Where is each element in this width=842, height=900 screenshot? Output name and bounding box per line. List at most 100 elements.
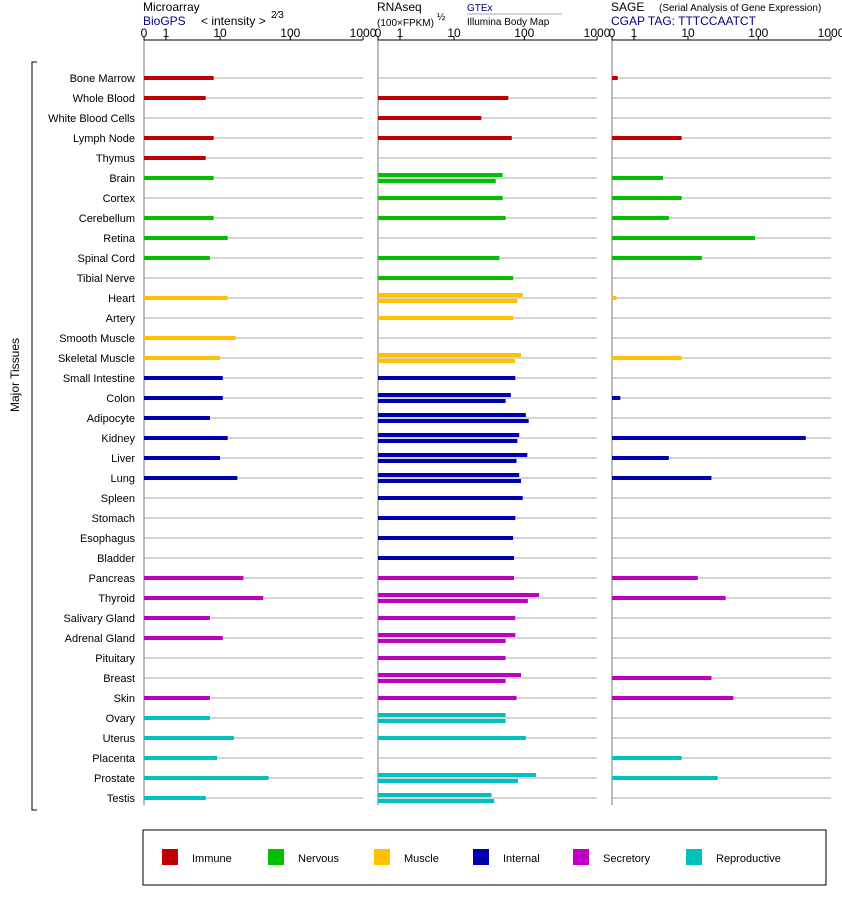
sage-tick-label: 0 [609, 26, 616, 40]
tissue-label: Pancreas [89, 573, 136, 585]
tissue-label: Breast [103, 673, 135, 685]
rnaseq-bar [378, 536, 514, 540]
microarray-bar [144, 636, 223, 640]
rnaseq-source-illumina: Illumina Body Map [467, 17, 550, 28]
rnaseq-bar [378, 639, 506, 643]
tissue-label: Colon [106, 393, 135, 405]
rnaseq-bar [378, 799, 495, 803]
rnaseq-tick-label: 1000 [584, 26, 611, 40]
rnaseq-bar [378, 136, 512, 140]
microarray-bar [144, 436, 228, 440]
tissue-label: Skeletal Muscle [58, 353, 135, 365]
microarray-bar [144, 176, 214, 180]
rnaseq-bar [378, 439, 518, 443]
tissue-label: Stomach [92, 513, 135, 525]
rnaseq-bar [378, 673, 522, 677]
tissue-label: Salivary Gland [63, 613, 135, 625]
tissue-label: Esophagus [80, 533, 136, 545]
tissue-label: Cortex [103, 193, 136, 205]
sage-tick-label: 100 [748, 26, 768, 40]
rnaseq-bar [378, 593, 540, 597]
microarray-scale-exponent: 2⁄3 [271, 10, 284, 21]
tissue-label: Ovary [106, 713, 136, 725]
rnaseq-bar [378, 216, 506, 220]
sage-bar [612, 756, 682, 760]
rnaseq-bar [378, 616, 516, 620]
tissue-label: Lung [111, 473, 135, 485]
tissue-label: Whole Blood [73, 93, 135, 105]
microarray-bar [144, 96, 206, 100]
rnaseq-bar [378, 276, 514, 280]
microarray-bar [144, 396, 223, 400]
rnaseq-bar [378, 196, 503, 200]
legend-label: Immune [192, 853, 232, 865]
rnaseq-title: RNAseq [377, 0, 422, 14]
rnaseq-bar [378, 433, 520, 437]
rnaseq-bar [378, 556, 515, 560]
sage-bar [612, 456, 669, 460]
tissue-label: Adipocyte [87, 413, 135, 425]
rnaseq-bar [378, 359, 516, 363]
legend-label: Nervous [298, 853, 339, 865]
sage-tag-label: CGAP TAG: TTTCCAATCT [611, 14, 757, 28]
microarray-bar [144, 256, 210, 260]
microarray-bar [144, 416, 210, 420]
sage-tick-label: 1000 [818, 26, 842, 40]
sage-bar [612, 296, 617, 300]
tissue-label: Adrenal Gland [65, 633, 135, 645]
tissue-label: Testis [107, 793, 136, 805]
sage-bar [612, 356, 682, 360]
rnaseq-bar [378, 453, 528, 457]
tissue-label: Lymph Node [73, 133, 135, 145]
microarray-tick-label: 10 [213, 26, 227, 40]
tissue-label: Spleen [101, 493, 135, 505]
rnaseq-bar [378, 399, 506, 403]
rnaseq-bar [378, 256, 500, 260]
rnaseq-bar [378, 779, 519, 783]
microarray-bar [144, 716, 210, 720]
microarray-subtitle: BioGPS [143, 14, 186, 28]
microarray-tick-label: 100 [280, 26, 300, 40]
tissue-label: Tibial Nerve [77, 273, 135, 285]
rnaseq-bar [378, 179, 496, 183]
microarray-bar [144, 456, 221, 460]
rnaseq-tick-label: 100 [514, 26, 534, 40]
rnaseq-bar [378, 393, 511, 397]
rnaseq-bar [378, 299, 518, 303]
tissue-label: Bladder [97, 553, 135, 565]
sage-bar [612, 176, 664, 180]
rnaseq-tick-label: 1 [397, 26, 404, 40]
microarray-bar [144, 696, 210, 700]
microarray-tick-label: 0 [141, 26, 148, 40]
microarray-bar [144, 236, 228, 240]
sage-bar [612, 236, 756, 240]
microarray-bar [144, 756, 217, 760]
sage-bar [612, 76, 618, 80]
sage-tick-label: 10 [681, 26, 695, 40]
microarray-tick-label: 1 [163, 26, 170, 40]
rnaseq-bar [378, 473, 520, 477]
tissue-label: Thymus [96, 153, 136, 165]
legend: Immune Nervous Muscle Internal Secretory Repr… [162, 849, 781, 865]
sage-bar [612, 596, 726, 600]
rnaseq-bar [378, 773, 536, 777]
sage-bar [612, 776, 718, 780]
legend-label: Secretory [603, 853, 651, 865]
legend-label: Internal [503, 853, 540, 865]
microarray-bar [144, 136, 214, 140]
sage-bar [612, 396, 621, 400]
tissue-label: Liver [111, 453, 135, 465]
rnaseq-bar [378, 376, 516, 380]
microarray-title: Microarray [143, 0, 200, 14]
legend-swatch [374, 849, 390, 865]
microarray-bar [144, 476, 238, 480]
group-label: Major Tissues [8, 338, 22, 412]
legend-swatch [573, 849, 589, 865]
tissue-label: White Blood Cells [48, 113, 135, 125]
microarray-bar [144, 356, 221, 360]
tissue-label: Spinal Cord [78, 253, 135, 265]
microarray-bar [144, 296, 228, 300]
rnaseq-bar [378, 116, 482, 120]
legend-label: Reproductive [716, 853, 781, 865]
